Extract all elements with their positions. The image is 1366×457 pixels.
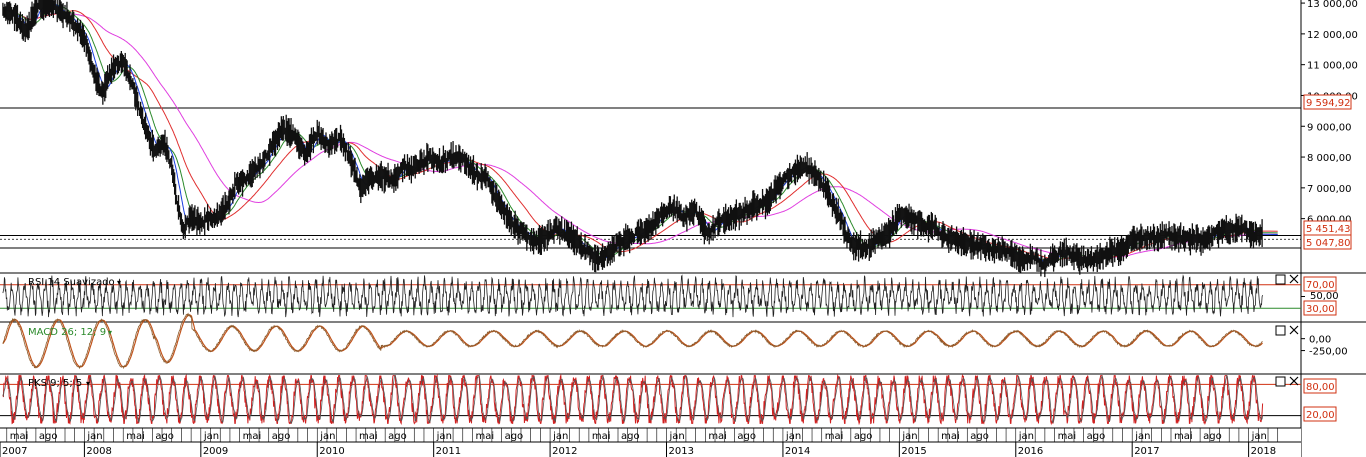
x-month-label: ago: [39, 431, 58, 442]
x-month-label: ago: [854, 431, 873, 442]
x-month-label: mai: [126, 431, 145, 442]
stoch-maximize-icon[interactable]: [1275, 376, 1286, 387]
x-year-label: 2016: [1018, 446, 1043, 457]
rsi-lower-label: 30,00: [1303, 300, 1337, 316]
x-month-label: ago: [621, 431, 640, 442]
rsi-dropdown-icon[interactable]: ▾: [117, 278, 121, 287]
x-month-label: ago: [388, 431, 407, 442]
stoch-panel: [0, 373, 1366, 426]
x-month-label: mai: [10, 431, 29, 442]
price-y-tick-label: 6 000,00: [1307, 215, 1352, 226]
x-year-label: 2007: [2, 446, 27, 457]
x-month-label: jan: [901, 431, 917, 442]
x-axis: mai ago jan mai ago jan mai ago jan mai ago jan mai a…: [0, 427, 1301, 457]
price-level-label-high: 9 594,92: [1303, 94, 1352, 110]
rsi-panel: [0, 272, 1366, 318]
price-y-tick-label: 11 000,00: [1307, 61, 1358, 72]
rsi-mid-text: 50,00: [1310, 291, 1339, 302]
x-month-label: ago: [737, 431, 756, 442]
stoch-lower-label: 20,00: [1303, 406, 1337, 422]
price-level-high-text: 9 594,92: [1306, 98, 1351, 109]
price-y-tick-label: 7 000,00: [1307, 184, 1352, 195]
price-level-label-mid: 5 451,43: [1303, 220, 1352, 236]
x-month-label: mai: [1174, 431, 1193, 442]
rsi-upper-text: 70,00: [1306, 280, 1335, 291]
stoch-upper-text: 80,00: [1306, 382, 1335, 393]
x-month-label: jan: [319, 431, 335, 442]
x-year-label: 2013: [669, 446, 694, 457]
x-month-label: ago: [272, 431, 291, 442]
stoch-d-line: [2, 374, 1263, 424]
x-year-label: 2010: [319, 446, 344, 457]
x-month-label: jan: [1134, 431, 1150, 442]
price-level-label-low: 5 047,80: [1303, 234, 1352, 250]
x-month-label: ago: [970, 431, 989, 442]
x-month-label: jan: [669, 431, 685, 442]
stoch-title[interactable]: PKS 9; 5; 5: [28, 378, 82, 389]
x-year-label: 2018: [1251, 446, 1276, 457]
price-y-tick-label: 9 000,00: [1307, 122, 1352, 133]
x-year-label: 2008: [86, 446, 111, 457]
price-level-mid-text: 5 451,43: [1306, 224, 1351, 235]
stoch-close-icon[interactable]: [1289, 376, 1299, 386]
rsi-close-icon[interactable]: [1289, 274, 1299, 284]
macd-dropdown-icon[interactable]: ▾: [108, 328, 112, 337]
x-month-label: mai: [825, 431, 844, 442]
x-month-label: jan: [1018, 431, 1034, 442]
price-y-tick-label: 12 000,00: [1307, 30, 1358, 41]
x-year-label: 2011: [436, 446, 461, 457]
x-year-label: 2017: [1134, 446, 1159, 457]
macd-maximize-icon[interactable]: [1275, 325, 1286, 336]
stoch-dropdown-icon[interactable]: ▾: [86, 379, 90, 388]
x-year-label: 2009: [203, 446, 228, 457]
rsi-title[interactable]: RSI 14 Suavizado: [28, 277, 115, 288]
macd-line: [2, 312, 1263, 370]
x-month-label: ago: [1203, 431, 1222, 442]
price-y-tick-label: 8 000,00: [1307, 153, 1352, 164]
x-year-label: 2012: [552, 446, 577, 457]
stoch-upper-label: 80,00: [1303, 378, 1337, 394]
stoch-lower-text: 20,00: [1306, 410, 1335, 421]
x-month-label: mai: [1058, 431, 1077, 442]
x-month-label: jan: [552, 431, 568, 442]
x-month-label: ago: [155, 431, 174, 442]
macd-panel: 0,00-250,00: [0, 312, 1366, 370]
x-month-label: jan: [785, 431, 801, 442]
x-year-label: 2015: [901, 446, 926, 457]
x-month-label: jan: [1251, 431, 1267, 442]
rsi-maximize-icon[interactable]: [1275, 274, 1286, 285]
x-month-label: mai: [708, 431, 727, 442]
rsi-line: [2, 274, 1263, 318]
x-month-label: jan: [436, 431, 452, 442]
macd-y-tick-label: 0,00: [1309, 335, 1331, 346]
rsi-lower-text: 30,00: [1306, 304, 1335, 315]
x-month-label: ago: [1087, 431, 1106, 442]
rsi-upper-label: 70,00: [1303, 276, 1337, 292]
macd-y-tick-label: -250,00: [1309, 347, 1348, 358]
stoch-k-line: [2, 373, 1264, 426]
macd-close-icon[interactable]: [1289, 325, 1299, 335]
x-month-label: mai: [475, 431, 494, 442]
x-month-label: mai: [243, 431, 262, 442]
macd-title[interactable]: MACD 26; 12; 9: [28, 327, 106, 338]
x-month-label: mai: [592, 431, 611, 442]
x-month-label: jan: [86, 431, 102, 442]
x-month-label: jan: [203, 431, 219, 442]
price-level-low-text: 5 047,80: [1306, 238, 1351, 249]
x-month-label: ago: [505, 431, 524, 442]
x-month-label: mai: [941, 431, 960, 442]
x-month-label: mai: [359, 431, 378, 442]
price-y-tick-label: 13 000,00: [1307, 0, 1358, 10]
x-year-label: 2014: [785, 446, 810, 457]
